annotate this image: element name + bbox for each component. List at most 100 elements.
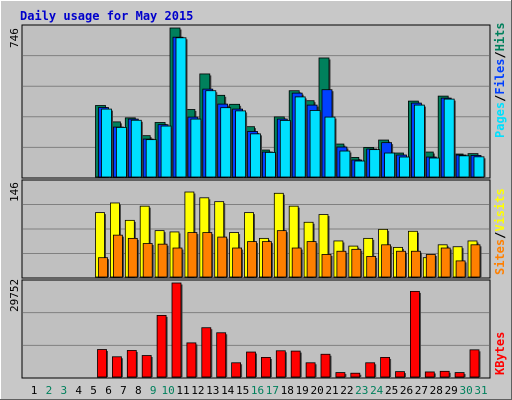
- x-tick-label-day-7: 7: [120, 384, 127, 397]
- bar-pages-day-18: [279, 120, 291, 178]
- bar-kbytes-day-22: [335, 372, 346, 378]
- x-tick-label-day-18: 18: [281, 384, 294, 397]
- x-tick-label-day-11: 11: [176, 384, 189, 397]
- bar-pages-day-27: [413, 104, 425, 178]
- bar-pages-day-15: [235, 110, 247, 178]
- x-tick-label-day-25: 25: [385, 384, 398, 397]
- bar-pages-day-30: [458, 155, 470, 178]
- bar-kbytes-day-18: [275, 350, 286, 378]
- x-tick-label-day-1: 1: [31, 384, 38, 397]
- bar-sites-day-10: [157, 243, 168, 278]
- x-tick-label-day-6: 6: [105, 384, 112, 397]
- bar-pages-day-10: [160, 125, 172, 178]
- x-tick-label-day-9: 9: [150, 384, 157, 397]
- bar-kbytes-day-7: [112, 356, 122, 378]
- legend-sites: Sites: [493, 239, 507, 275]
- panel-visits-ymax-label: 146: [8, 182, 21, 202]
- bar-kbytes-day-11: [171, 282, 182, 378]
- panel-hits-legend: Pages/Files/Hits: [493, 22, 507, 138]
- bar-sites-day-30: [455, 260, 466, 278]
- bar-pages-day-8: [130, 119, 142, 178]
- bar-sites-day-6: [98, 257, 108, 278]
- x-tick-label-day-24: 24: [370, 384, 384, 397]
- x-tick-label-day-2: 2: [46, 384, 53, 397]
- x-tick-label-day-23: 23: [355, 384, 368, 397]
- x-tick-label-day-4: 4: [75, 384, 82, 397]
- bar-sites-day-16: [247, 241, 257, 278]
- bar-sites-day-11: [172, 247, 183, 278]
- x-tick-label-day-22: 22: [340, 384, 353, 397]
- legend-separator-1: /: [493, 95, 507, 102]
- bar-pages-day-28: [428, 157, 440, 178]
- bar-pages-day-20: [309, 110, 321, 178]
- bar-sites-day-7: [113, 234, 123, 278]
- chart-title: Daily usage for May 2015: [20, 9, 193, 23]
- x-tick-label-day-20: 20: [310, 384, 323, 397]
- bar-pages-day-11: [175, 37, 187, 178]
- x-tick-label-day-5: 5: [90, 384, 97, 397]
- bar-kbytes-day-26: [395, 371, 405, 378]
- x-tick-label-day-26: 26: [400, 384, 413, 397]
- x-tick-label-day-29: 29: [445, 384, 458, 397]
- x-tick-label-day-10: 10: [161, 384, 174, 397]
- legend-visits: Visits: [493, 188, 507, 231]
- bar-pages-day-12: [190, 118, 202, 178]
- bar-sites-day-14: [217, 236, 228, 278]
- bar-pages-day-14: [220, 107, 232, 178]
- x-tick-label-day-28: 28: [430, 384, 443, 397]
- x-tick-label-day-30: 30: [459, 384, 472, 397]
- bar-kbytes-day-15: [231, 362, 242, 378]
- panel-hits-ymax-label: 746: [8, 28, 21, 48]
- legend-hits: Hits: [493, 22, 507, 51]
- bar-kbytes-day-30: [454, 372, 465, 378]
- panel-kbytes-ymax-label: 29752: [8, 279, 21, 312]
- bar-sites-day-22: [336, 250, 347, 278]
- bar-kbytes-day-21: [320, 353, 331, 378]
- bar-sites-day-12: [187, 232, 198, 278]
- bar-kbytes-day-8: [126, 350, 137, 378]
- bar-sites-day-25: [381, 244, 392, 278]
- bar-pages-day-23: [354, 160, 366, 178]
- x-tick-label-day-3: 3: [60, 384, 67, 397]
- bar-kbytes-day-17: [260, 357, 271, 378]
- bar-pages-day-22: [339, 150, 351, 178]
- bar-sites-day-19: [291, 247, 302, 278]
- bar-pages-day-21: [324, 116, 336, 178]
- panel-hits-files-pages: 746 Pages/Files/Hits: [8, 22, 507, 179]
- bar-kbytes-day-14: [216, 332, 227, 378]
- panel-kbytes: 29752 KBytes: [8, 279, 507, 379]
- bar-kbytes-day-24: [365, 362, 376, 378]
- bar-pages-day-16: [250, 133, 261, 178]
- bar-sites-day-27: [410, 250, 421, 278]
- bar-sites-day-26: [396, 250, 406, 278]
- bar-sites-day-23: [351, 248, 362, 278]
- bar-pages-day-19: [294, 96, 306, 178]
- x-tick-label-day-27: 27: [415, 384, 428, 397]
- bar-pages-day-24: [369, 149, 381, 178]
- x-tick-label-day-17: 17: [266, 384, 279, 397]
- bar-kbytes-day-20: [305, 362, 316, 378]
- bar-sites-day-17: [261, 241, 272, 278]
- bar-sites-day-9: [142, 243, 153, 278]
- bar-kbytes-day-25: [380, 357, 391, 378]
- bar-kbytes-day-6: [97, 349, 107, 378]
- bar-sites-day-15: [232, 247, 243, 278]
- bar-pages-day-13: [205, 90, 217, 178]
- bar-kbytes-day-19: [290, 350, 301, 378]
- bar-sites-day-29: [440, 247, 451, 278]
- bar-kbytes-day-16: [246, 351, 256, 378]
- legend-separator-3: /: [493, 232, 507, 239]
- bar-pages-day-9: [145, 139, 157, 178]
- bar-sites-day-18: [276, 230, 287, 278]
- legend-kbytes: KBytes: [493, 332, 507, 375]
- bar-kbytes-day-10: [156, 314, 167, 378]
- panel-visits-legend: Sites/Visits: [493, 188, 507, 275]
- x-tick-label-day-19: 19: [296, 384, 309, 397]
- legend-pages: Pages: [493, 102, 507, 138]
- x-tick-label-day-31: 31: [474, 384, 487, 397]
- x-tick-label-day-13: 13: [206, 384, 219, 397]
- panel-visits-sites: 146 Sites/Visits: [8, 179, 507, 279]
- bar-pages-day-17: [264, 152, 276, 178]
- bar-sites-day-8: [127, 237, 138, 278]
